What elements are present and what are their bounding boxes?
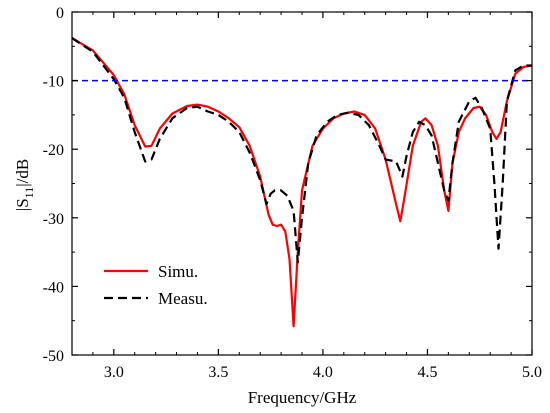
x-tick-label: 3.5 bbox=[208, 364, 228, 381]
x-tick-label: 4.0 bbox=[313, 364, 333, 381]
legend: Simu. Measu. bbox=[104, 262, 208, 308]
y-axis: 0 -10 -20 -30 -40 -50 bbox=[43, 5, 532, 365]
plot-curves bbox=[71, 37, 533, 328]
y-axis-label-suffix: |/dB bbox=[13, 159, 32, 187]
series-line-measu bbox=[71, 37, 532, 264]
y-axis-label: |S11|/dB bbox=[13, 159, 36, 211]
y-tick-label: 0 bbox=[56, 5, 64, 22]
legend-label-simu: Simu. bbox=[158, 262, 198, 281]
x-axis: 3.0 3.5 4.0 4.5 5.0 bbox=[71, 12, 542, 381]
y-tick-label: -20 bbox=[43, 142, 64, 159]
legend-label-measu: Measu. bbox=[158, 289, 208, 308]
plot-frame bbox=[71, 11, 533, 356]
x-tick-label: 5.0 bbox=[522, 364, 542, 381]
y-tick-label: -10 bbox=[43, 74, 64, 91]
y-tick-label: -50 bbox=[43, 348, 64, 365]
y-axis-label-prefix: |S bbox=[13, 198, 32, 211]
x-axis-label: Frequency/GHz bbox=[248, 388, 357, 407]
y-axis-label-subscript: 11 bbox=[22, 187, 36, 199]
x-tick-label: 3.0 bbox=[104, 364, 124, 381]
x-tick-label: 4.5 bbox=[417, 364, 437, 381]
y-tick-label: -40 bbox=[43, 279, 64, 296]
y-tick-label: -30 bbox=[43, 211, 64, 228]
